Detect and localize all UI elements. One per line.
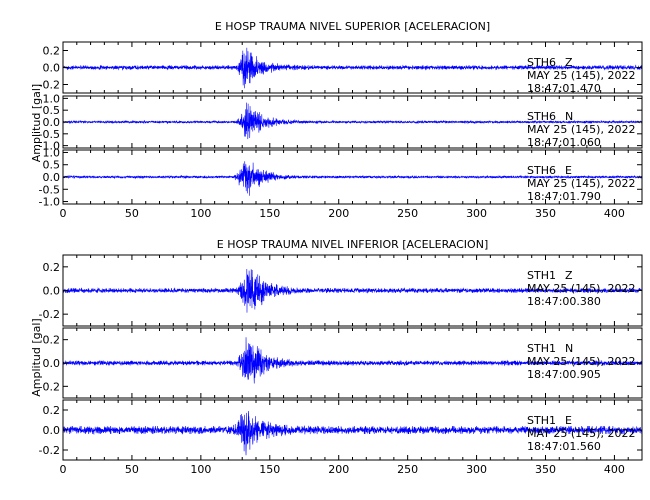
- component-label: Z: [565, 269, 573, 282]
- station-label: STH1: [527, 414, 556, 427]
- component-label: N: [565, 342, 573, 355]
- y-axis-label: Amplitud [gal]: [30, 84, 43, 162]
- x-tick-label: 300: [466, 463, 487, 476]
- station-label: STH6: [527, 56, 556, 69]
- component-label: E: [565, 414, 572, 427]
- waveform-trace: [63, 268, 642, 313]
- x-tick-label: 200: [328, 207, 349, 220]
- y-tick-label: -1.0: [39, 196, 60, 209]
- y-tick-label: 0.5: [43, 104, 61, 117]
- x-tick-label: 350: [535, 463, 556, 476]
- y-tick-label: -0.2: [39, 308, 60, 321]
- time-label: 18:47:01.470: [527, 82, 601, 95]
- station-label: STH1: [527, 342, 556, 355]
- time-label: 18:47:00.905: [527, 368, 601, 381]
- date-label: MAY 25 (145), 2022: [527, 427, 635, 440]
- component-label: Z: [565, 56, 573, 69]
- x-tick-label: 150: [259, 207, 280, 220]
- x-tick-label: 350: [535, 207, 556, 220]
- time-label: 18:47:00.380: [527, 295, 601, 308]
- y-tick-label: 0.0: [43, 116, 61, 129]
- station-label: STH6: [527, 164, 556, 177]
- x-tick-label: 400: [604, 463, 625, 476]
- y-tick-label: 0.2: [43, 334, 61, 347]
- date-label: MAY 25 (145), 2022: [527, 282, 635, 295]
- y-tick-label: 0.0: [43, 424, 61, 437]
- x-tick-label: 100: [190, 463, 211, 476]
- y-tick-label: 0.0: [43, 62, 61, 75]
- station-label: STH1: [527, 269, 556, 282]
- y-tick-label: -0.5: [39, 128, 60, 141]
- component-label: E: [565, 164, 572, 177]
- x-tick-label: 100: [190, 207, 211, 220]
- date-label: MAY 25 (145), 2022: [527, 123, 635, 136]
- chart-title: E HOSP TRAUMA NIVEL INFERIOR [ACELERACIO…: [217, 238, 488, 251]
- waveform-trace: [63, 337, 642, 384]
- y-tick-label: -0.2: [39, 380, 60, 393]
- date-label: MAY 25 (145), 2022: [527, 177, 635, 190]
- y-tick-label: 0.5: [43, 159, 61, 172]
- x-tick-label: 300: [466, 207, 487, 220]
- chart-title: E HOSP TRAUMA NIVEL SUPERIOR [ACELERACIO…: [215, 20, 490, 33]
- y-tick-label: 0.0: [43, 357, 61, 370]
- y-tick-label: 0.0: [43, 171, 61, 184]
- date-label: MAY 25 (145), 2022: [527, 69, 635, 82]
- x-tick-label: 50: [125, 207, 139, 220]
- component-label: N: [565, 110, 573, 123]
- y-tick-label: 0.2: [43, 45, 61, 58]
- date-label: MAY 25 (145), 2022: [527, 355, 635, 368]
- waveform-trace: [63, 410, 642, 456]
- y-tick-label: -0.2: [39, 79, 60, 92]
- y-axis-label: Amplitud [gal]: [30, 318, 43, 396]
- x-tick-label: 0: [60, 463, 67, 476]
- waveform-trace: [63, 102, 642, 140]
- y-tick-label: -1.0: [39, 140, 60, 153]
- time-label: 18:47:01.560: [527, 440, 601, 453]
- y-tick-label: -0.5: [39, 183, 60, 196]
- x-tick-label: 400: [604, 207, 625, 220]
- x-tick-label: 250: [397, 207, 418, 220]
- waveform-trace: [63, 47, 642, 89]
- y-tick-label: 0.2: [43, 404, 61, 417]
- x-tick-label: 50: [125, 463, 139, 476]
- time-label: 18:47:01.790: [527, 190, 601, 203]
- station-label: STH6: [527, 110, 556, 123]
- time-label: 18:47:01.060: [527, 136, 601, 149]
- y-tick-label: 0.2: [43, 261, 61, 274]
- y-tick-label: -0.2: [39, 444, 60, 457]
- y-tick-label: 0.0: [43, 285, 61, 298]
- waveform-trace: [63, 161, 642, 196]
- x-tick-label: 200: [328, 463, 349, 476]
- x-tick-label: 0: [60, 207, 67, 220]
- y-tick-label: 1.0: [43, 146, 61, 159]
- y-tick-label: 1.0: [43, 92, 61, 105]
- x-tick-label: 150: [259, 463, 280, 476]
- x-tick-label: 250: [397, 463, 418, 476]
